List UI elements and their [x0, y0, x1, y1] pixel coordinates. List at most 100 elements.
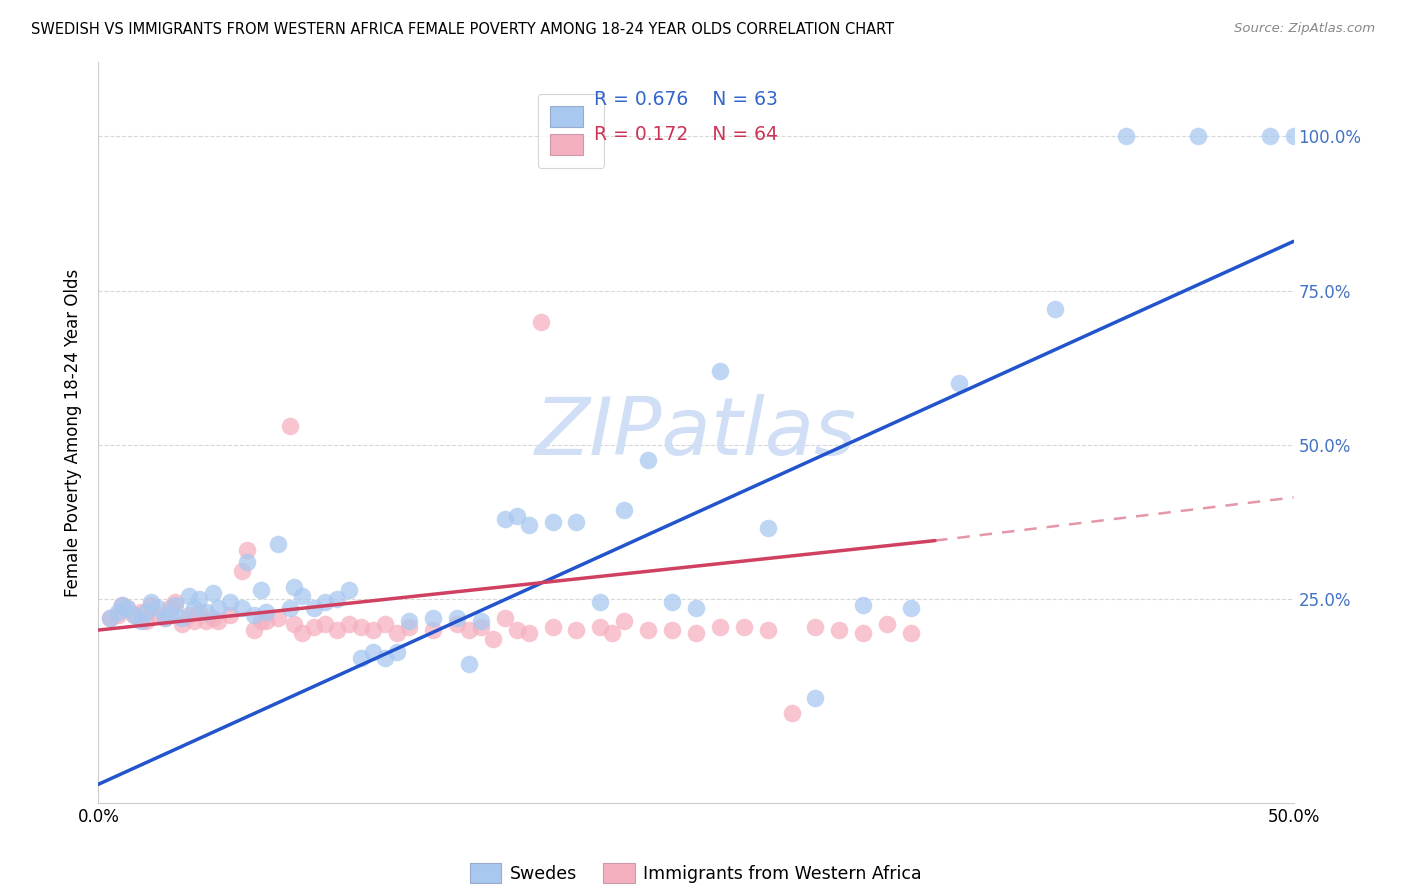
Point	[187, 605, 209, 619]
Point	[172, 616, 194, 631]
Y-axis label: Female Poverty Among 18-24 Year Olds: Female Poverty Among 18-24 Year Olds	[65, 268, 83, 597]
Point	[458, 623, 481, 637]
Point	[111, 599, 134, 613]
Point	[231, 601, 253, 615]
Point	[254, 614, 277, 628]
Point	[179, 607, 201, 622]
Point	[374, 650, 396, 665]
Point	[283, 616, 305, 631]
Point	[481, 632, 505, 647]
Point	[602, 626, 624, 640]
Point	[374, 616, 396, 631]
Point	[98, 611, 122, 625]
Point	[207, 601, 229, 615]
Point	[195, 614, 218, 628]
Point	[254, 605, 277, 619]
Point	[517, 518, 540, 533]
Point	[291, 626, 314, 640]
Point	[195, 605, 218, 619]
Text: R = 0.676    N = 63: R = 0.676 N = 63	[595, 90, 779, 110]
Point	[250, 614, 273, 628]
Point	[589, 620, 612, 634]
Point	[219, 595, 242, 609]
Point	[315, 595, 337, 609]
Point	[1115, 129, 1137, 144]
Point	[709, 620, 731, 634]
Point	[235, 542, 257, 557]
Point	[107, 605, 129, 619]
Point	[637, 453, 659, 467]
Text: Source: ZipAtlas.com: Source: ZipAtlas.com	[1234, 22, 1375, 36]
Point	[207, 614, 229, 628]
Point	[202, 586, 225, 600]
Point	[446, 616, 468, 631]
Point	[243, 623, 266, 637]
Point	[267, 536, 290, 550]
Point	[148, 607, 170, 622]
Point	[494, 512, 516, 526]
Point	[541, 620, 564, 634]
Point	[948, 376, 970, 391]
Point	[470, 620, 492, 634]
Point	[159, 607, 181, 622]
Point	[278, 601, 301, 615]
Point	[828, 623, 851, 637]
Point	[685, 626, 707, 640]
Point	[1187, 129, 1209, 144]
Point	[183, 614, 205, 628]
Point	[363, 645, 385, 659]
Point	[135, 605, 157, 619]
Point	[339, 582, 361, 597]
Point	[852, 626, 875, 640]
Point	[159, 601, 181, 615]
Point	[565, 515, 588, 529]
Point	[250, 582, 273, 597]
Point	[219, 607, 242, 622]
Point	[124, 607, 146, 622]
Point	[179, 589, 201, 603]
Point	[900, 626, 922, 640]
Point	[1043, 302, 1066, 317]
Point	[283, 580, 305, 594]
Point	[107, 607, 129, 622]
Point	[852, 599, 875, 613]
Point	[685, 601, 707, 615]
Point	[326, 623, 349, 637]
Point	[385, 626, 409, 640]
Point	[661, 623, 683, 637]
Point	[115, 601, 138, 615]
Point	[756, 521, 779, 535]
Point	[98, 611, 122, 625]
Point	[517, 626, 540, 640]
Point	[385, 645, 409, 659]
Point	[302, 620, 325, 634]
Point	[506, 623, 529, 637]
Point	[291, 589, 314, 603]
Point	[613, 502, 636, 516]
Point	[804, 690, 827, 705]
Point	[315, 616, 337, 631]
Point	[422, 623, 444, 637]
Legend: Swedes, Immigrants from Western Africa: Swedes, Immigrants from Western Africa	[463, 856, 929, 890]
Point	[155, 611, 177, 625]
Point	[131, 614, 153, 628]
Point	[733, 620, 755, 634]
Point	[155, 611, 177, 625]
Point	[900, 601, 922, 615]
Point	[302, 601, 325, 615]
Point	[135, 614, 157, 628]
Point	[231, 565, 253, 579]
Point	[267, 611, 290, 625]
Point	[163, 595, 186, 609]
Point	[756, 623, 779, 637]
Point	[494, 611, 516, 625]
Text: R = 0.172    N = 64: R = 0.172 N = 64	[595, 125, 779, 145]
Point	[613, 614, 636, 628]
Point	[124, 607, 146, 622]
Point	[111, 599, 134, 613]
Point	[243, 607, 266, 622]
Point	[780, 706, 803, 721]
Point	[148, 601, 170, 615]
Point	[183, 601, 205, 615]
Point	[1282, 129, 1305, 144]
